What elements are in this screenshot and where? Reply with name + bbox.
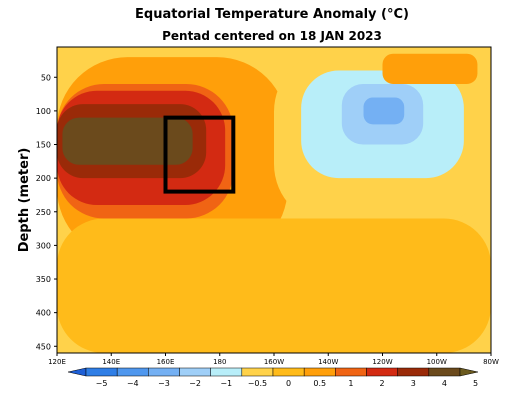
- colorbar-segment: [241, 367, 274, 377]
- colorbar-segment: [366, 367, 398, 377]
- colorbar-segment: [210, 367, 243, 377]
- colorbar-tick-label: −1: [220, 379, 232, 388]
- colorbar-segment: [179, 367, 211, 377]
- anomaly-region-9: [382, 53, 478, 84]
- x-tick-label: 140E: [102, 358, 120, 366]
- colorbar-low-arrow: [67, 367, 87, 377]
- colorbar-tick-label: 0.5: [313, 379, 326, 388]
- y-tick-label: 250: [36, 208, 51, 217]
- colorbar-tick-label: −5: [96, 379, 108, 388]
- x-tick-label: 100W: [427, 358, 447, 366]
- colorbar-segment: [116, 367, 149, 377]
- x-tick-label: 120E: [48, 358, 66, 366]
- colorbar-high-arrow: [459, 367, 479, 377]
- x-tick-label: 80W: [483, 358, 499, 366]
- highlight-box: [163, 115, 236, 194]
- niño-box-outline: [163, 115, 236, 194]
- y-tick-label: 300: [36, 241, 51, 250]
- colorbar-tick-label: 0: [286, 379, 291, 388]
- anomaly-region-4: [62, 117, 193, 165]
- y-tick-label: 200: [36, 174, 51, 183]
- colorbar-tick-label: 3: [411, 379, 416, 388]
- y-tick-label: 350: [36, 275, 51, 284]
- colorbar-tick-label: −4: [127, 379, 139, 388]
- colorbar: −5 −4 −3 −2 −1 −0.5 0 0.5 1 2 3 4 5: [67, 367, 479, 388]
- x-tick-label: 160W: [264, 358, 284, 366]
- x-tick-label: 120W: [372, 358, 392, 366]
- colorbar-segment: [428, 367, 461, 377]
- colorbar-tick-label: −3: [158, 379, 170, 388]
- anomaly-region-8: [363, 97, 405, 125]
- colorbar-tick-label: −2: [189, 379, 201, 388]
- colorbar-segment: [148, 367, 180, 377]
- colorbar-segment: [335, 367, 367, 377]
- chart-title: Equatorial Temperature Anomaly (°C): [135, 7, 409, 22]
- colorbar-tick-label: 5: [473, 379, 478, 388]
- x-tick-label: 140W: [318, 358, 338, 366]
- x-tick-label: 160E: [157, 358, 175, 366]
- anomaly-region-10: [57, 218, 491, 353]
- y-tick-label: 100: [36, 107, 51, 116]
- y-tick-label: 50: [41, 73, 51, 82]
- colorbar-tick-label: 4: [442, 379, 447, 388]
- y-tick-label: 400: [36, 309, 51, 318]
- y-axis: 50 100 150 200 250 300 350 400 450: [36, 73, 57, 351]
- colorbar-segment: [397, 367, 430, 377]
- colorbar-tick-label: 1: [348, 379, 353, 388]
- x-tick-label: 180: [213, 358, 226, 366]
- heatmap-field: [57, 47, 491, 353]
- y-axis-label: Depth (meter): [17, 148, 32, 253]
- y-tick-label: 150: [36, 141, 51, 150]
- colorbar-segment: [303, 367, 336, 377]
- colorbar-segment: [272, 367, 305, 377]
- colorbar-tick-label: 2: [380, 379, 385, 388]
- chart-subtitle: Pentad centered on 18 JAN 2023: [162, 29, 382, 43]
- x-axis: 120E 140E 160E 180 160W 140W 120W 100W 80W: [48, 353, 499, 366]
- colorbar-tick-label: −0.5: [248, 379, 267, 388]
- y-tick-label: 450: [36, 342, 51, 351]
- colorbar-segment: [85, 367, 118, 377]
